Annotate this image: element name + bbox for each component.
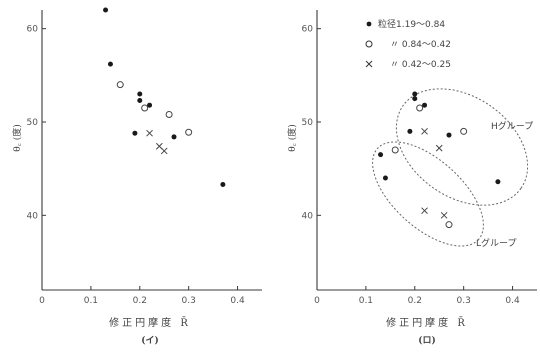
right-point-filled xyxy=(378,152,384,158)
right-points xyxy=(378,91,501,229)
left-x-axis-label: 修正円摩度 R̄ xyxy=(109,316,191,329)
right-point-filled xyxy=(446,132,452,138)
right-y-tick-label: 40 xyxy=(302,211,314,221)
legend-filled-circle-marker xyxy=(366,21,372,27)
right-panel-label: (ロ) xyxy=(418,335,436,346)
left-panel-label: (イ) xyxy=(141,335,159,346)
right-ticks: 0 0.1 0.2 0.3 0.4 40 50 60 xyxy=(302,25,520,306)
right-point-filled xyxy=(412,96,418,102)
left-point-filled xyxy=(220,182,226,188)
left-point-filled xyxy=(171,134,177,140)
l-group-label: Lグループ xyxy=(476,237,516,249)
left-x-tick-label: 0.1 xyxy=(84,296,98,306)
right-x-tick-label: 0.3 xyxy=(457,296,471,306)
left-x-tick-label: 0 xyxy=(39,296,45,306)
left-point-cross xyxy=(146,129,153,137)
legend: 粒径1.19～0.84 〃 0.84～0.42 〃 0.42～0.25 xyxy=(365,18,451,70)
right-x-tick-label: 0 xyxy=(314,296,320,306)
left-x-tick-label: 0.4 xyxy=(230,296,245,306)
left-point-cross xyxy=(160,147,168,155)
left-y-axis-label: θ꜀ (度) xyxy=(11,124,23,151)
left-y-tick-label: 40 xyxy=(27,211,39,221)
right-x-tick-label: 0.1 xyxy=(359,296,373,306)
left-y-tick-label: 60 xyxy=(27,25,39,35)
right-point-cross xyxy=(421,127,428,135)
right-y-axis-label: θ꜀ (度) xyxy=(286,124,298,151)
left-point-open xyxy=(165,111,173,119)
left-point-open xyxy=(141,104,149,112)
right-x-tick-label: 0.4 xyxy=(505,296,520,306)
left-ticks: 0 0.1 0.2 0.3 0.4 40 50 60 xyxy=(27,25,245,306)
right-y-tick-label: 50 xyxy=(302,118,314,128)
legend-item-1: 粒径1.19～0.84 xyxy=(378,18,445,30)
left-point-filled xyxy=(137,98,143,104)
left-point-open xyxy=(185,128,193,136)
legend-open-circle-marker xyxy=(365,40,373,48)
right-point-open xyxy=(391,146,399,154)
right-point-filled xyxy=(382,175,388,181)
right-point-filled xyxy=(422,102,428,108)
right-point-filled xyxy=(495,179,501,185)
h-group-ellipse xyxy=(395,88,529,206)
left-points xyxy=(103,7,226,188)
right-x-axis-label: 修正円摩度 R̄ xyxy=(386,316,468,329)
left-point-filled xyxy=(107,61,113,67)
legend-item-2: 〃 0.84～0.42 xyxy=(390,40,451,50)
right-point-cross xyxy=(440,211,448,219)
panel-right: 0 0.1 0.2 0.3 0.4 40 50 60 Hグループ Lグループ 粒径1.19～0… xyxy=(286,10,537,346)
left-y-tick-label: 50 xyxy=(27,118,39,128)
left-point-filled xyxy=(147,102,153,108)
right-point-open xyxy=(460,127,468,135)
left-point-open xyxy=(116,81,124,89)
legend-cross-marker xyxy=(365,60,373,68)
right-point-cross xyxy=(435,144,443,152)
panel-left: 0 0.1 0.2 0.3 0.4 40 50 60 θ꜀ (度) 修正円摩度 R̄ (イ) xyxy=(11,7,262,346)
right-point-open xyxy=(416,104,424,112)
h-group-label: Hグループ xyxy=(491,120,533,132)
left-x-tick-label: 0.2 xyxy=(133,296,147,306)
right-point-open xyxy=(445,221,453,229)
right-x-tick-label: 0.2 xyxy=(408,296,422,306)
left-x-tick-label: 0.3 xyxy=(182,296,196,306)
l-group-ellipse xyxy=(372,141,484,247)
right-point-filled xyxy=(407,128,413,134)
left-point-filled xyxy=(132,130,138,136)
left-point-filled xyxy=(103,7,109,13)
right-point-filled xyxy=(412,91,418,97)
right-point-cross xyxy=(421,207,428,215)
left-point-filled xyxy=(137,91,143,97)
right-y-tick-label: 60 xyxy=(302,25,314,35)
legend-item-3: 〃 0.42～0.25 xyxy=(390,60,451,70)
